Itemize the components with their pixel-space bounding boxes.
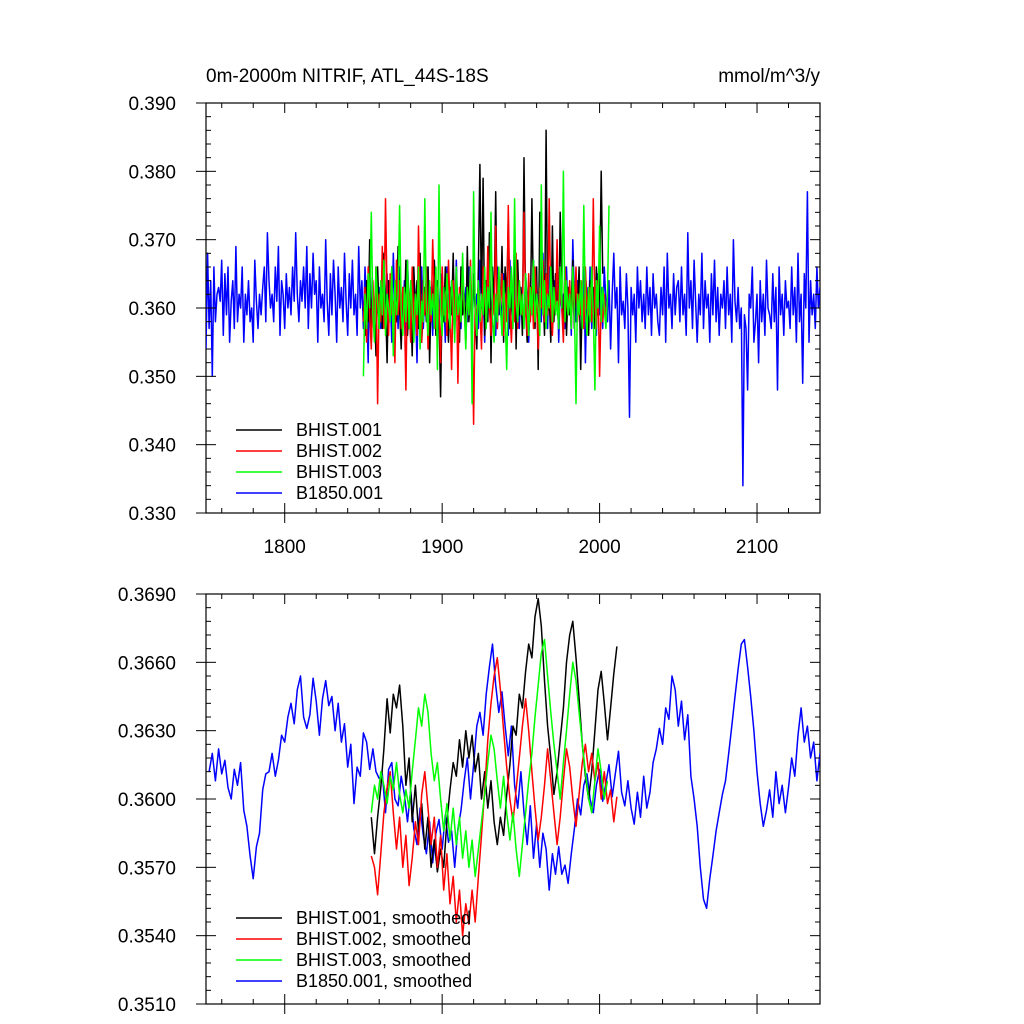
top-chart-panel: 1800 1900 2000 2100 0.330 0.340 0.350 0.360 0.37… <box>128 66 821 558</box>
x-tick-label: 1900 <box>421 537 463 558</box>
y-tick-label: 0.390 <box>128 94 176 115</box>
series-line-bhist-003 <box>362 170 610 405</box>
y-tick-label: 0.330 <box>128 504 176 525</box>
legend-label: BHIST.003, smoothed <box>296 950 471 970</box>
chart-title: 0m-2000m NITRIF, ATL_44S-18S <box>206 66 489 87</box>
x-tick-label: 1800 <box>264 537 306 558</box>
series-line-bhist-001-smoothed <box>370 597 618 873</box>
legend-label: BHIST.001 <box>296 420 382 440</box>
y-tick-label: 0.3540 <box>118 927 176 948</box>
legend-label: BHIST.003 <box>296 462 382 482</box>
bottom-chart-panel: 0.3510 0.3540 0.3570 0.3600 0.3630 0.3660 0.36… <box>118 585 821 1016</box>
legend-label: BHIST.002, smoothed <box>296 929 471 949</box>
y-tick-label: 0.3690 <box>118 585 176 606</box>
y-tick-label: 0.3660 <box>118 653 176 674</box>
y-tick-label: 0.340 <box>128 436 176 457</box>
x-tick-label: 2100 <box>736 537 778 558</box>
series-line-bhist-002-smoothed <box>370 657 618 937</box>
legend-label: B1850.001, smoothed <box>296 971 472 991</box>
series-group <box>206 129 820 487</box>
y-tick-label: 0.370 <box>128 231 176 252</box>
y-tick-label: 0.3600 <box>118 790 176 811</box>
series-line-b1850-001-smoothed <box>208 638 820 910</box>
legend-label: BHIST.001, smoothed <box>296 908 471 928</box>
y-tick-label: 0.3630 <box>118 722 176 743</box>
x-tick-label: 2000 <box>578 537 620 558</box>
legend-label: B1850.001 <box>296 483 383 503</box>
series-line-bhist-003-smoothed <box>370 638 609 878</box>
chart-units: mmol/m^3/y <box>718 66 820 87</box>
series-group <box>208 597 820 937</box>
y-tick-label: 0.3510 <box>118 995 176 1016</box>
y-tick-label: 0.350 <box>128 367 176 388</box>
y-tick-label: 0.380 <box>128 162 176 183</box>
y-tick-label: 0.360 <box>128 299 176 320</box>
y-tick-label: 0.3570 <box>118 858 176 879</box>
legend-label: BHIST.002 <box>296 441 382 461</box>
